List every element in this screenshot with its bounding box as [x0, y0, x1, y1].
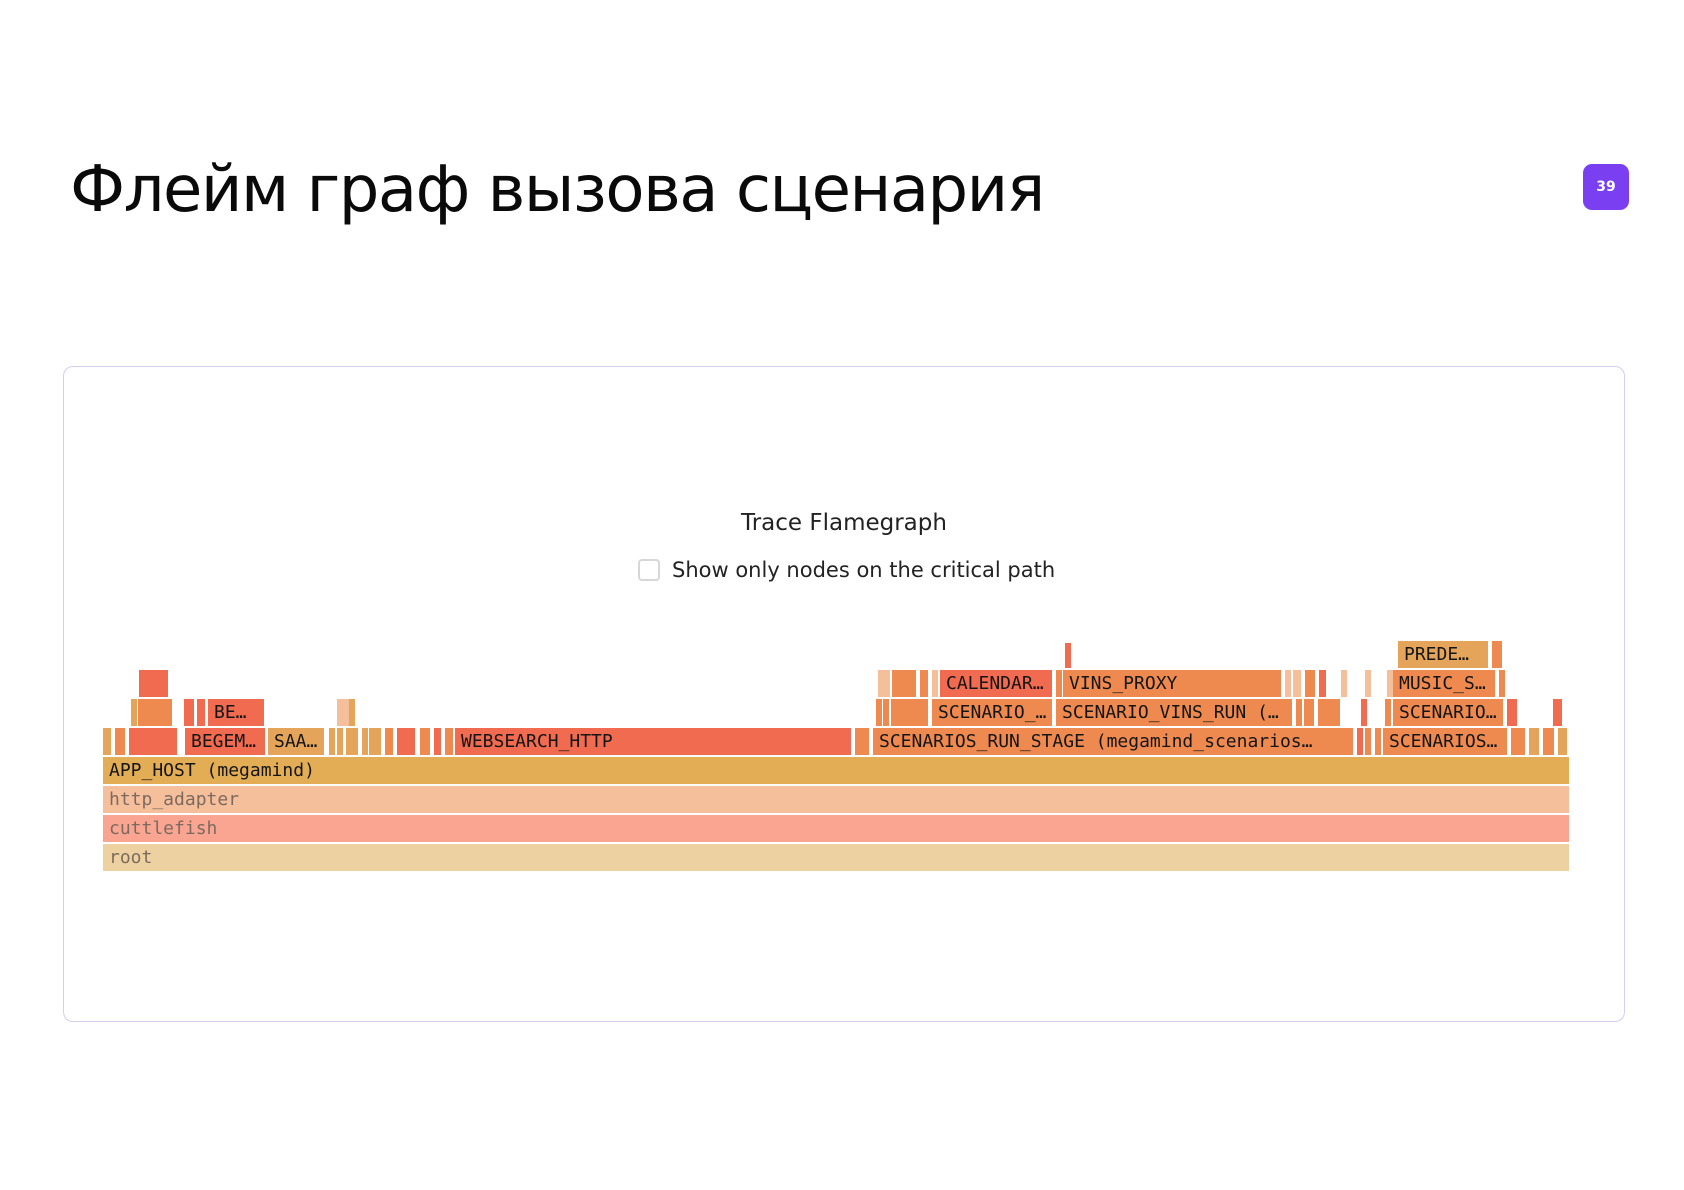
- frame-small[interactable]: [892, 670, 918, 697]
- frame-small[interactable]: [184, 699, 196, 726]
- page-number-badge: 39: [1583, 164, 1629, 210]
- frame-small[interactable]: [346, 728, 360, 755]
- frame-small[interactable]: [884, 670, 892, 697]
- frame-small[interactable]: [1304, 699, 1316, 726]
- frame-small[interactable]: [1319, 670, 1328, 697]
- frame-small[interactable]: [1293, 670, 1303, 697]
- frame-small[interactable]: [397, 728, 417, 755]
- frame-http-adapter[interactable]: http_adapter: [103, 786, 1569, 813]
- frame-small[interactable]: [115, 728, 127, 755]
- frame-small[interactable]: [891, 699, 930, 726]
- critical-path-toggle[interactable]: Show only nodes on the critical path: [638, 556, 1055, 584]
- frame-prede[interactable]: PREDE…: [1398, 641, 1490, 668]
- frame-small[interactable]: [197, 699, 207, 726]
- frame-scenarios-run-stage[interactable]: SCENARIOS_RUN_STAGE (megamind_scenarios…: [873, 728, 1355, 755]
- frame-small[interactable]: [369, 728, 383, 755]
- frame-small[interactable]: [883, 699, 891, 726]
- frame-small[interactable]: [103, 728, 113, 755]
- frame-small[interactable]: [434, 728, 443, 755]
- frame-cuttlefish[interactable]: cuttlefish: [103, 815, 1569, 842]
- slide-title: Флейм граф вызова сценария: [70, 153, 1045, 227]
- frame-small[interactable]: [1385, 699, 1393, 726]
- frame-small[interactable]: [1305, 670, 1317, 697]
- frame-small[interactable]: [932, 670, 940, 697]
- frame-small[interactable]: [1499, 670, 1507, 697]
- frame-small[interactable]: [1285, 670, 1293, 697]
- frame-small[interactable]: [1543, 728, 1556, 755]
- frame-begem[interactable]: BEGEM…: [185, 728, 267, 755]
- frame-small[interactable]: [1375, 728, 1383, 755]
- frame-small[interactable]: [920, 670, 930, 697]
- frame-calendar[interactable]: CALENDAR…: [940, 670, 1054, 697]
- frame-app-host[interactable]: APP_HOST (megamind): [103, 757, 1569, 784]
- frame-small[interactable]: [1361, 699, 1369, 726]
- frame-small[interactable]: [855, 728, 871, 755]
- frame-small[interactable]: [1553, 699, 1564, 726]
- frame-scenarios-right[interactable]: SCENARIOS…: [1383, 728, 1509, 755]
- critical-path-checkbox[interactable]: [638, 559, 660, 581]
- flamegraph-panel: Trace Flamegraph Show only nodes on the …: [63, 366, 1625, 1022]
- frame-scenario-short[interactable]: SCENARIO_…: [932, 699, 1054, 726]
- frame-music[interactable]: MUSIC_S…: [1393, 670, 1497, 697]
- frame-saa[interactable]: SAA…: [268, 728, 326, 755]
- frame-scenario-vins-run[interactable]: SCENARIO_VINS_RUN (…: [1056, 699, 1294, 726]
- frame-small[interactable]: [349, 699, 357, 726]
- frame-small[interactable]: [385, 728, 395, 755]
- critical-path-label: Show only nodes on the critical path: [672, 558, 1056, 582]
- frame-small[interactable]: [420, 728, 432, 755]
- frame-small[interactable]: [1558, 728, 1569, 755]
- frame-small[interactable]: [139, 670, 170, 697]
- frame-small[interactable]: [1296, 699, 1304, 726]
- frame-small[interactable]: [138, 699, 174, 726]
- frame-small[interactable]: [1365, 728, 1373, 755]
- frame-scenario-right[interactable]: SCENARIO…: [1393, 699, 1505, 726]
- frame-be[interactable]: BE…: [208, 699, 266, 726]
- frame-small[interactable]: [1507, 699, 1519, 726]
- flamegraph-chart: root cuttlefish http_adapter APP_HOST (m…: [103, 641, 1569, 871]
- frame-small[interactable]: [1365, 670, 1373, 697]
- frame-small[interactable]: [1492, 641, 1504, 668]
- frame-small[interactable]: [129, 728, 179, 755]
- frame-websearch[interactable]: WEBSEARCH_HTTP: [455, 728, 853, 755]
- frame-root[interactable]: root: [103, 844, 1569, 871]
- frame-small[interactable]: [1318, 699, 1342, 726]
- frame-small[interactable]: [1529, 728, 1541, 755]
- frame-small[interactable]: [1357, 728, 1365, 755]
- frame-small[interactable]: [445, 728, 455, 755]
- flamegraph-title: Trace Flamegraph: [741, 510, 947, 536]
- frame-small[interactable]: [1341, 670, 1349, 697]
- frame-small[interactable]: [1065, 643, 1073, 668]
- frame-small[interactable]: [329, 728, 337, 755]
- frame-vins-proxy[interactable]: VINS_PROXY: [1063, 670, 1283, 697]
- frame-small[interactable]: [337, 728, 345, 755]
- frame-small[interactable]: [1511, 728, 1527, 755]
